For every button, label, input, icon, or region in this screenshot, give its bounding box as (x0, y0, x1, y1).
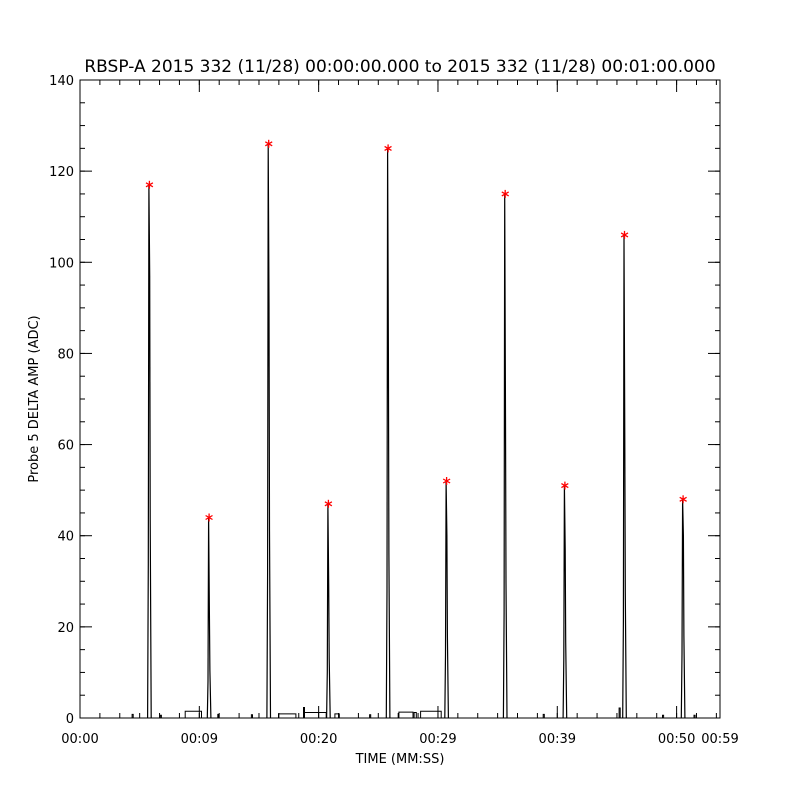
series-baseline-blip (369, 714, 372, 718)
marker-stroke (384, 145, 392, 151)
peak-marker (384, 144, 392, 153)
x-tick-label: 00:09 (181, 732, 218, 747)
peak-marker (324, 499, 333, 508)
marker-stroke (145, 182, 154, 188)
peak-marker (501, 189, 510, 198)
x-tick-label: 00:39 (539, 732, 576, 747)
marker-stroke (501, 191, 510, 197)
series-baseline-blip (184, 710, 202, 718)
series-baseline-blip (131, 713, 134, 718)
marker-stroke (264, 141, 273, 147)
peak-marker (145, 180, 154, 189)
y-tick-label: 120 (49, 165, 74, 180)
series-peak (622, 234, 627, 719)
marker-stroke (442, 478, 451, 484)
y-tick-label: 40 (57, 530, 74, 545)
marker-layer (145, 139, 687, 522)
x-tick-label: 00:20 (300, 732, 337, 747)
peak-marker (264, 139, 273, 148)
peak-marker (561, 481, 569, 490)
series-peak (444, 480, 449, 719)
series-baseline-blip (662, 714, 665, 718)
series-baseline-blip (420, 710, 442, 718)
y-tick-label: 100 (49, 256, 74, 271)
series-baseline-blip (413, 712, 417, 718)
series-peak (266, 143, 272, 719)
y-tick-label: 0 (66, 712, 74, 727)
series-peak (502, 193, 508, 719)
marker-stroke (205, 514, 213, 521)
series-peak (562, 485, 568, 719)
chart-title: RBSP-A 2015 332 (11/28) 00:00:00.000 to … (84, 57, 715, 77)
series-baseline-blip (304, 712, 327, 718)
marker-stroke (561, 483, 569, 489)
x-axis: 00:00 00:09 00:20 00:29 00:39 00:50 00:59 (61, 80, 739, 747)
marker-stroke (679, 496, 687, 502)
marker-stroke (620, 232, 629, 238)
series-peak (680, 499, 686, 719)
y-tick-label: 60 (57, 439, 74, 454)
series-baseline-blip (334, 713, 340, 718)
series-peak (206, 517, 212, 719)
series-peak (147, 184, 152, 719)
series-baseline-blip (278, 713, 297, 718)
x-tick-label: 00:29 (419, 732, 456, 747)
series-baseline-blip (693, 714, 696, 718)
series-baseline-blip (159, 714, 162, 718)
series-peak (326, 503, 331, 719)
y-tick-label: 80 (57, 347, 74, 362)
peak-marker (442, 477, 451, 485)
series-layer (80, 143, 720, 719)
peak-marker (620, 230, 629, 239)
series-baseline-blip (250, 714, 253, 718)
y-axis: 0 20 40 60 80 100 120 140 (49, 74, 720, 727)
x-tick-label: 00:59 (701, 732, 738, 747)
y-tick-label: 20 (57, 621, 74, 636)
x-tick-label: 00:50 (658, 732, 695, 747)
y-tick-label: 140 (49, 74, 74, 89)
peak-marker (679, 495, 687, 504)
series-peak (385, 148, 391, 719)
series-baseline-blip (217, 713, 220, 718)
marker-stroke (324, 501, 333, 507)
series-baseline-blip (618, 707, 621, 718)
x-axis-label: TIME (MM:SS) (355, 752, 445, 767)
x-tick-label: 00:00 (61, 732, 98, 747)
series-baseline-blip (542, 713, 545, 718)
series-baseline-blip (398, 711, 414, 718)
y-axis-label: Probe 5 DELTA AMP (ADC) (27, 315, 42, 482)
peak-marker (205, 513, 213, 522)
